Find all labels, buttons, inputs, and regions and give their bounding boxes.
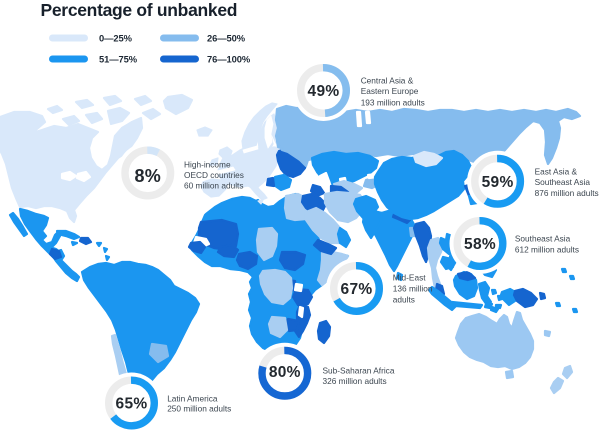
svg-text:East Asia &: East Asia & bbox=[535, 166, 578, 176]
svg-text:adults: adults bbox=[393, 295, 415, 305]
svg-text:0—25%: 0—25% bbox=[99, 33, 133, 44]
svg-text:Southeast Asia: Southeast Asia bbox=[535, 177, 591, 187]
svg-text:136 million: 136 million bbox=[393, 284, 433, 294]
svg-text:8%: 8% bbox=[134, 166, 161, 186]
svg-text:65%: 65% bbox=[116, 396, 148, 413]
svg-text:612 million adults: 612 million adults bbox=[515, 244, 579, 254]
svg-text:193 million adults: 193 million adults bbox=[361, 97, 425, 107]
svg-text:51—75%: 51—75% bbox=[99, 54, 138, 65]
svg-text:High-income: High-income bbox=[184, 159, 231, 169]
svg-text:Eastern Europe: Eastern Europe bbox=[361, 86, 419, 96]
svg-text:67%: 67% bbox=[341, 281, 373, 298]
svg-text:Latin America: Latin America bbox=[167, 394, 218, 404]
svg-text:59%: 59% bbox=[482, 174, 514, 191]
svg-text:Central Asia &: Central Asia & bbox=[361, 75, 414, 85]
svg-text:326 million adults: 326 million adults bbox=[323, 376, 387, 386]
svg-text:76—100%: 76—100% bbox=[207, 54, 251, 65]
svg-text:Percentage of unbanked: Percentage of unbanked bbox=[41, 0, 238, 20]
svg-text:49%: 49% bbox=[308, 83, 340, 100]
svg-text:876 million adults: 876 million adults bbox=[535, 188, 599, 198]
svg-text:Mid-East: Mid-East bbox=[393, 272, 426, 282]
svg-text:60 million adults: 60 million adults bbox=[184, 181, 244, 191]
svg-text:58%: 58% bbox=[464, 236, 496, 253]
svg-text:Sub-Saharan Africa: Sub-Saharan Africa bbox=[323, 366, 395, 376]
svg-text:80%: 80% bbox=[269, 364, 301, 381]
svg-text:250 million adults: 250 million adults bbox=[167, 404, 231, 414]
svg-text:26—50%: 26—50% bbox=[207, 33, 246, 44]
svg-text:Southeast Asia: Southeast Asia bbox=[515, 234, 571, 244]
svg-text:OECD countries: OECD countries bbox=[184, 170, 244, 180]
